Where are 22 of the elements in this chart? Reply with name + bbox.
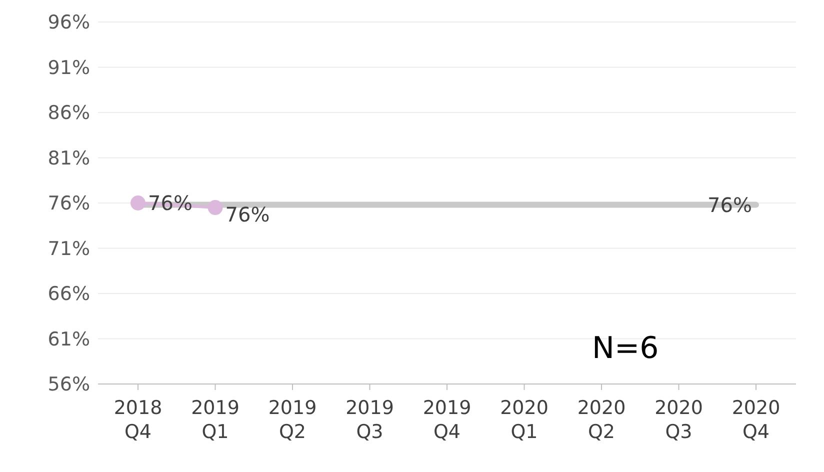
x-tick-label: 2019 Q1 — [191, 397, 240, 443]
y-tick-label: 86% — [48, 102, 90, 124]
data-label: 76% — [225, 202, 270, 227]
x-tick-label: 2019 Q3 — [346, 397, 394, 443]
y-tick-label: 91% — [48, 56, 90, 79]
y-tick-label: 96% — [48, 12, 90, 34]
x-tick-label: 2018 Q4 — [114, 397, 162, 443]
y-tick-label: 81% — [48, 147, 90, 170]
x-tick-label: 2020 Q3 — [654, 397, 703, 443]
x-tick-label: 2019 Q2 — [268, 397, 317, 443]
y-tick-label: 61% — [48, 328, 90, 350]
data-label: 76% — [708, 192, 752, 217]
y-tick-label: 71% — [48, 238, 90, 260]
y-tick-label: 56% — [48, 374, 90, 396]
x-tick-label: 2020 Q4 — [732, 397, 780, 443]
data-label: 76% — [148, 191, 192, 215]
y-tick-label: 76% — [48, 192, 90, 215]
x-tick-label: 2019 Q4 — [422, 397, 472, 443]
x-tick-label: 2020 Q2 — [577, 397, 626, 443]
x-tick-label: 2020 Q1 — [500, 397, 548, 443]
y-tick-label: 66% — [48, 283, 90, 306]
annotation: N=6 — [592, 331, 659, 366]
